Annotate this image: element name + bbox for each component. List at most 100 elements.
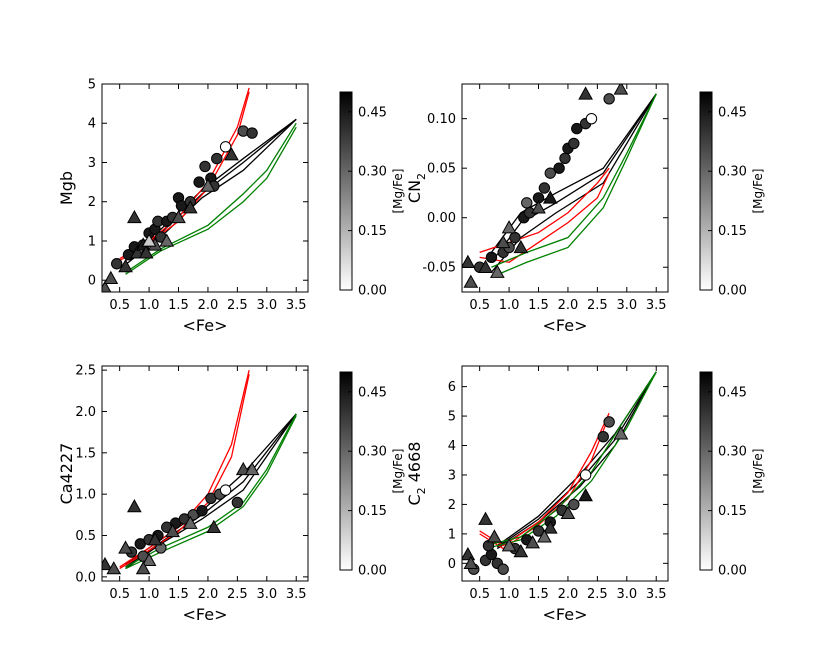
triangle-point bbox=[531, 200, 546, 214]
triangle-point bbox=[478, 259, 493, 273]
circle-point bbox=[571, 122, 583, 135]
y-tick-label: 1.0 bbox=[75, 488, 96, 503]
x-axis-label: <Fe> bbox=[183, 316, 228, 335]
colorbar-tick-label: 0.15 bbox=[358, 504, 387, 519]
y-tick-label: 5 bbox=[88, 78, 96, 93]
panel-ca4227: 0.5 1.0 1.5 2.0 2.5 3.0 3.5 0.0 0.5 1.0 1.5 2.0 2.5 <… bbox=[57, 364, 405, 624]
triangle-point bbox=[118, 258, 133, 273]
x-tick-label: 1.0 bbox=[139, 587, 160, 602]
colorbar-tick-label: 0.45 bbox=[718, 385, 747, 400]
y-tick-label: 0.5 bbox=[75, 529, 96, 544]
triangle-point bbox=[206, 519, 222, 533]
axes-frame bbox=[461, 365, 669, 582]
triangle-point bbox=[141, 233, 157, 247]
circle-point bbox=[553, 162, 565, 174]
circle-point bbox=[196, 505, 208, 517]
colorbar-tick-label: 0.15 bbox=[358, 224, 387, 239]
model-1-line-1 bbox=[479, 412, 610, 547]
y-axis-label: Ca4227 bbox=[57, 443, 76, 505]
colorbar-tick-label: 0.30 bbox=[358, 445, 387, 460]
x-tick-label: 0.5 bbox=[469, 587, 490, 602]
points bbox=[102, 125, 258, 292]
triangle-point bbox=[525, 535, 540, 549]
x-tick-label: 2.5 bbox=[587, 587, 608, 602]
axes-frame bbox=[101, 83, 309, 293]
x-tick-label: 2.0 bbox=[198, 587, 219, 602]
model-0-line-1 bbox=[496, 371, 657, 548]
colorbar-tick-label: 0.00 bbox=[358, 564, 387, 579]
colorbar-gradient bbox=[699, 91, 713, 291]
triangle-point bbox=[200, 178, 216, 192]
y-axis-label: C2 4668 bbox=[405, 442, 428, 506]
triangle-point bbox=[495, 234, 511, 249]
triangle-point bbox=[235, 461, 251, 476]
colorbar: 0.00 0.15 0.30 0.45 [Mg/Fe] bbox=[699, 371, 765, 579]
model-2-line-1 bbox=[125, 415, 297, 570]
x-tick-label: 2.0 bbox=[198, 298, 219, 313]
y-tick-label: 2 bbox=[448, 498, 456, 513]
x-tick-label: 1.0 bbox=[499, 587, 520, 602]
plots: 0.5 1.0 1.5 2.0 2.5 3.0 3.5012345<Fe>Mgb0.000.… bbox=[57, 78, 765, 625]
triangle-point bbox=[513, 239, 529, 254]
colorbar-tick-label: 0.00 bbox=[718, 284, 747, 299]
triangle-point bbox=[135, 561, 151, 575]
triangle-point bbox=[102, 556, 113, 571]
y-tick-label: 0.0 bbox=[75, 570, 96, 585]
x-tick-label: 2.0 bbox=[558, 587, 579, 602]
x-tick-label: 1.5 bbox=[168, 587, 189, 602]
x-tick-label: 2.5 bbox=[587, 298, 608, 313]
triangle-point bbox=[462, 546, 476, 561]
triangle-point bbox=[513, 544, 529, 558]
model-2-line-1 bbox=[125, 126, 297, 275]
y-tick-label: 2.0 bbox=[75, 405, 96, 420]
triangle-point bbox=[501, 538, 517, 552]
circle-point bbox=[559, 152, 571, 164]
x-axis-label: <Fe> bbox=[183, 605, 228, 624]
circle-point bbox=[603, 93, 615, 105]
panel-cn2: 0.5 1.0 1.5 2.0 2.5 3.0 3.5 -0.05 0.00 0.05 0.10 <F… bbox=[405, 83, 765, 335]
x-tick-label: 1.5 bbox=[528, 298, 549, 313]
triangle-point bbox=[537, 529, 552, 543]
axes-frame bbox=[461, 83, 669, 293]
triangle-point bbox=[141, 552, 157, 567]
x-tick-label: 0.5 bbox=[469, 298, 490, 313]
colorbar-tick-label: 0.45 bbox=[718, 105, 747, 120]
x-tick-label: 3.5 bbox=[646, 587, 667, 602]
triangle-point bbox=[127, 499, 142, 513]
circle-point bbox=[521, 197, 533, 209]
x-tick-label: 1.0 bbox=[499, 298, 520, 313]
triangle-point bbox=[487, 529, 502, 543]
x-tick-label: 2.0 bbox=[558, 298, 579, 313]
colorbar-tick-label: 0.45 bbox=[358, 105, 387, 120]
circle-point bbox=[193, 176, 205, 188]
y-tick-label: 4 bbox=[88, 117, 96, 132]
circle-point bbox=[231, 496, 244, 509]
x-tick-label: 3.0 bbox=[616, 587, 637, 602]
colorbar-tick-label: 0.30 bbox=[718, 445, 747, 460]
circle-point bbox=[585, 112, 598, 125]
y-tick-label: 0.10 bbox=[427, 112, 456, 127]
triangle-point bbox=[478, 511, 493, 525]
triangle-point bbox=[159, 233, 175, 247]
points bbox=[462, 416, 629, 575]
circle-point bbox=[219, 484, 232, 496]
x-tick-label: 2.5 bbox=[227, 298, 248, 313]
triangle-point bbox=[542, 190, 558, 204]
y-tick-label: 0.05 bbox=[427, 162, 456, 177]
triangle-point bbox=[138, 245, 154, 259]
x-tick-label: 3.0 bbox=[616, 298, 637, 313]
circle-point bbox=[568, 137, 580, 150]
colorbar-tick-label: 0.15 bbox=[718, 224, 747, 239]
triangle-point bbox=[578, 86, 593, 100]
model-0-line-0 bbox=[496, 371, 657, 550]
colorbar-tick-label: 0.15 bbox=[718, 504, 747, 519]
x-tick-label: 3.0 bbox=[256, 587, 277, 602]
triangle-point bbox=[171, 209, 186, 224]
model-2-line-0 bbox=[125, 413, 297, 568]
colorbar-label: [Mg/Fe] bbox=[391, 448, 405, 493]
circle-point bbox=[509, 231, 521, 244]
circle-point bbox=[211, 152, 223, 165]
panel-c24668: 0.5 1.0 1.5 2.0 2.5 3.0 3.5 0 1 2 3 4 5 6 <Fe> C2 4668 0… bbox=[405, 365, 765, 624]
y-tick-label: 3 bbox=[448, 468, 456, 483]
y-tick-label: -0.05 bbox=[422, 261, 456, 276]
